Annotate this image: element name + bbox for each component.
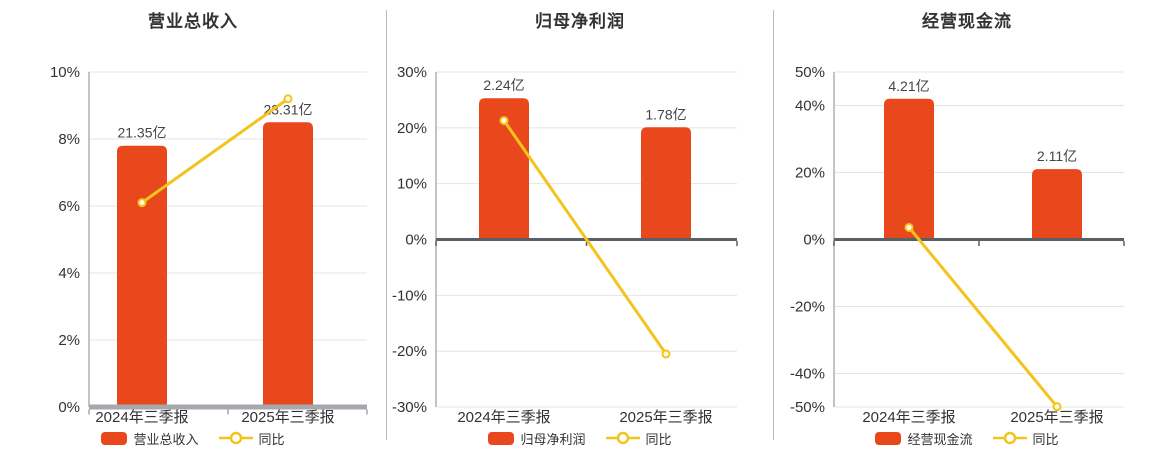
y-tick-label: 20% [397,120,427,137]
net-profit-chart-panel: 归母净利润 30% 20% 10% 0% -10% -20% -30% 2.24亿 1.78亿 2… [387,0,773,450]
legend-item-bar[interactable]: 经营现金流 [875,429,973,448]
bar-value-label: 1.78亿 [645,106,686,122]
legend-item-line[interactable]: 同比 [218,429,285,448]
bar[interactable] [117,145,167,407]
y-tick-label: 0% [405,232,427,249]
x-category-label: 2025年三季报 [241,409,334,426]
bar[interactable] [263,122,313,407]
panel-divider [773,10,774,440]
y-tick-label: 20% [795,165,825,182]
y-tick-label: -50% [790,399,825,416]
y-tick-label: 50% [795,64,825,81]
y-tick-label: -20% [392,343,427,360]
legend-line-label: 同比 [258,431,285,447]
cash-flow-chart-plot[interactable]: 50% 40% 20% 0% -20% -40% -50% 4.21亿 2.11亿 2024年三季… [774,34,1160,428]
chart-title-cash-flow: 经营现金流 [922,12,1012,31]
x-category-label: 2024年三季报 [95,409,188,426]
x-category-label: 2025年三季报 [619,409,712,426]
chart-title-net-profit: 归母净利润 [535,12,625,31]
legend-item-bar[interactable]: 归母净利润 [488,429,586,448]
y-tick-label: 2% [58,332,80,349]
bar[interactable] [1032,169,1082,240]
legend-bar-label: 营业总收入 [133,431,199,447]
yoy-marker[interactable] [661,349,671,359]
y-tick-label: 0% [58,399,80,416]
legend-item-bar[interactable]: 营业总收入 [101,429,199,448]
bar[interactable] [479,98,529,240]
bar-value-label: 4.21亿 [888,78,929,94]
yoy-marker[interactable] [1052,402,1062,412]
y-tick-label: 4% [58,265,80,282]
y-tick-label: 8% [58,131,80,148]
legend-item-line[interactable]: 同比 [992,429,1059,448]
y-tick-label: 30% [397,64,427,81]
yoy-marker[interactable] [904,222,914,232]
line-series-swatch-icon [605,431,640,445]
y-tick-label: 0% [803,232,825,249]
bar-value-label: 21.35亿 [117,125,166,141]
yoy-marker[interactable] [499,116,509,126]
yoy-line[interactable] [141,97,289,204]
bar-series-swatch-icon [488,431,515,445]
legend-bar-label: 归母净利润 [520,431,586,447]
legend-item-line[interactable]: 同比 [605,429,672,448]
y-tick-label: 6% [58,198,80,215]
bar-value-label: 2.11亿 [1037,148,1077,164]
revenue-chart-plot[interactable]: 10% 8% 6% 4% 2% 0% 21.35亿 23.31亿 2024年三季报 2025年三季… [0,34,386,428]
y-tick-label: -30% [392,399,427,416]
yoy-line[interactable] [907,226,1059,408]
legend-line-label: 同比 [1032,431,1059,447]
bar[interactable] [641,127,691,240]
y-tick-label: -10% [392,287,427,304]
y-tick-label: 10% [50,64,80,81]
yoy-marker[interactable] [137,198,147,208]
legend-bar-label: 经营现金流 [907,431,973,447]
panel-divider [386,10,387,440]
x-category-label: 2025年三季报 [1010,409,1103,426]
y-tick-label: -20% [790,299,825,316]
x-category-label: 2024年三季报 [862,409,955,426]
bar[interactable] [884,98,934,240]
y-tick-label: 40% [795,98,825,115]
net-profit-legend: 归母净利润 同比 [387,428,773,448]
revenue-legend: 营业总收入 同比 [0,428,386,448]
yoy-marker[interactable] [283,94,293,104]
yoy-line[interactable] [502,119,668,355]
y-tick-label: 10% [397,176,427,193]
bar-series-swatch-icon [101,431,128,445]
line-series-swatch-icon [218,431,253,445]
operating-cash-flow-chart-panel: 经营现金流 50% 40% 20% 0% -20% -40% -50% 4.21亿 2.11亿 2… [774,0,1160,450]
bar-value-label: 23.31亿 [263,101,312,117]
bar-series-swatch-icon [875,431,902,445]
chart-title-revenue: 营业总收入 [148,12,238,31]
net-profit-chart-plot[interactable]: 30% 20% 10% 0% -10% -20% -30% 2.24亿 1.78亿 2024年三季… [387,34,773,428]
line-series-swatch-icon [992,431,1027,445]
legend-line-label: 同比 [645,431,672,447]
x-category-label: 2024年三季报 [457,409,550,426]
bar-value-label: 2.24亿 [483,77,524,93]
cash-flow-legend: 经营现金流 同比 [774,428,1160,448]
y-tick-label: -40% [790,366,825,383]
revenue-chart-panel: 营业总收入 10% 8% 6% 4% 2% 0% 21.35亿 23.31亿 2024年三季报 2… [0,0,386,450]
